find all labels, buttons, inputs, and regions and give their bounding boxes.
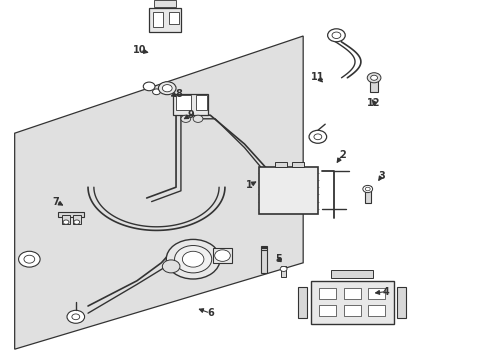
- Circle shape: [370, 75, 377, 80]
- Circle shape: [327, 29, 345, 42]
- Circle shape: [158, 82, 176, 95]
- Text: 7: 7: [53, 197, 60, 207]
- Bar: [62, 215, 70, 224]
- Circle shape: [182, 251, 203, 267]
- Bar: [281, 266, 285, 277]
- Text: 3: 3: [377, 171, 384, 181]
- Bar: [396, 287, 405, 318]
- Circle shape: [362, 185, 372, 193]
- Circle shape: [19, 251, 40, 267]
- Circle shape: [24, 255, 35, 263]
- Bar: [169, 12, 179, 24]
- Bar: [292, 162, 304, 167]
- Text: 6: 6: [206, 308, 213, 318]
- Text: 2: 2: [338, 150, 345, 160]
- Bar: [149, 8, 181, 31]
- Circle shape: [67, 310, 84, 323]
- Circle shape: [63, 220, 69, 224]
- Text: 12: 12: [366, 98, 380, 108]
- Circle shape: [181, 115, 190, 122]
- Text: 4: 4: [382, 287, 389, 297]
- Bar: [298, 287, 306, 318]
- Bar: [343, 288, 360, 299]
- Bar: [73, 215, 81, 224]
- Bar: [318, 288, 336, 299]
- Polygon shape: [15, 36, 303, 349]
- Circle shape: [143, 82, 155, 91]
- Bar: [310, 281, 393, 324]
- Circle shape: [331, 32, 340, 39]
- Bar: [173, 94, 208, 115]
- Text: 1: 1: [245, 180, 252, 190]
- Circle shape: [166, 239, 220, 279]
- Circle shape: [214, 250, 230, 261]
- Circle shape: [162, 260, 180, 273]
- Circle shape: [313, 134, 321, 140]
- Bar: [367, 288, 384, 299]
- Circle shape: [162, 85, 172, 92]
- Circle shape: [152, 89, 160, 95]
- Bar: [364, 186, 370, 203]
- Bar: [154, 0, 176, 7]
- Bar: [152, 12, 163, 27]
- Bar: [367, 305, 384, 316]
- Circle shape: [280, 266, 286, 271]
- Bar: [331, 270, 372, 278]
- Text: 8: 8: [175, 89, 182, 99]
- Circle shape: [72, 314, 80, 320]
- Bar: [318, 305, 336, 316]
- Circle shape: [193, 115, 203, 122]
- Circle shape: [174, 246, 211, 273]
- Text: 11: 11: [310, 72, 324, 82]
- Bar: [260, 246, 267, 273]
- Bar: [212, 248, 232, 263]
- Text: 5: 5: [275, 254, 282, 264]
- Circle shape: [74, 220, 80, 224]
- Text: 10: 10: [132, 45, 146, 55]
- Bar: [58, 212, 83, 217]
- Circle shape: [308, 130, 326, 143]
- Bar: [343, 305, 360, 316]
- Text: 9: 9: [187, 110, 194, 120]
- Bar: [196, 95, 206, 110]
- Bar: [274, 162, 287, 167]
- Bar: [369, 74, 378, 92]
- Circle shape: [365, 187, 369, 191]
- Bar: [176, 95, 190, 110]
- Circle shape: [366, 73, 380, 83]
- Bar: [259, 167, 317, 214]
